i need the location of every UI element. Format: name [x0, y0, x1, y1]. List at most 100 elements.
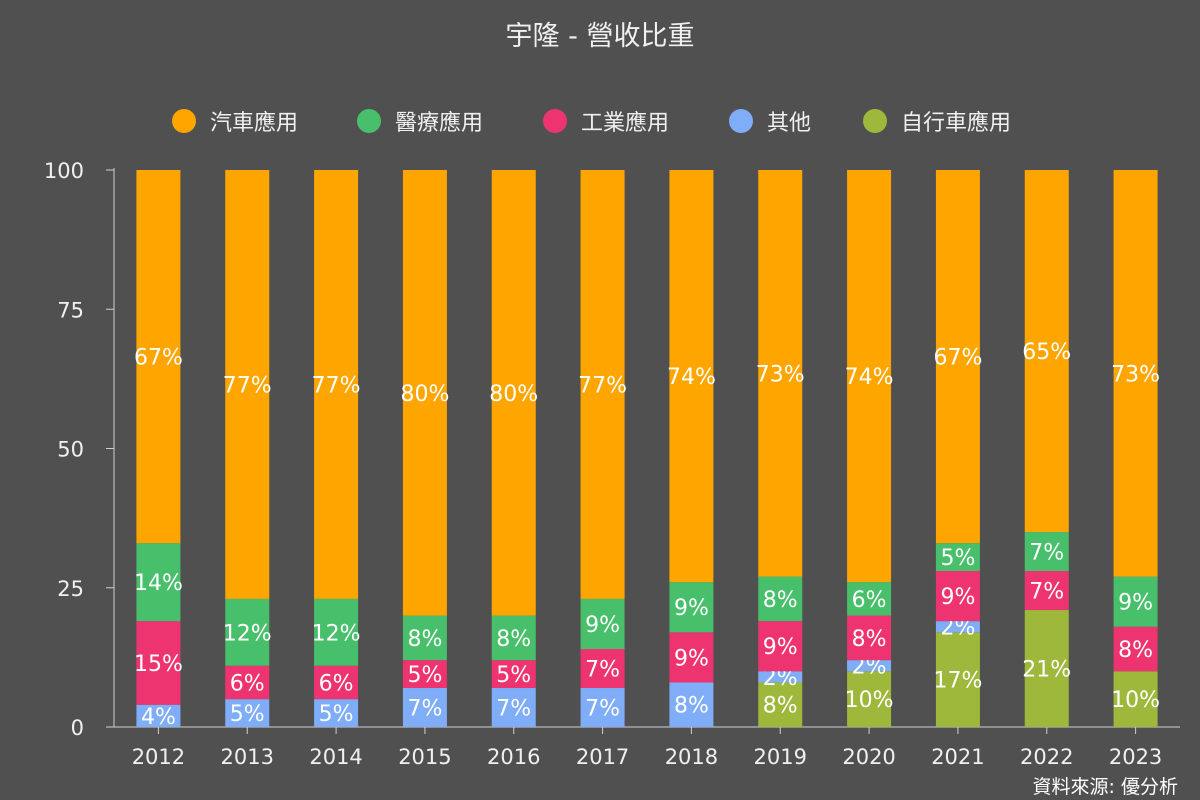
data-label-2015-2: 5%: [407, 663, 442, 688]
data-label-2016-4: 80%: [489, 382, 538, 407]
legend-label-other: 其他: [767, 111, 812, 136]
data-label-2013-3: 12%: [223, 621, 272, 646]
bar-segment-2012-2: [136, 621, 181, 705]
data-label-2019-0: 8%: [763, 694, 798, 719]
bar-segment-2022-4: [1024, 170, 1069, 533]
x-tick-label-2019: 2019: [754, 745, 807, 769]
bar-segment-2013-1: [225, 699, 270, 727]
bar-segment-2016-4: [491, 170, 536, 616]
bar-segment-2021-3: [935, 543, 980, 572]
bar-segment-2016-2: [491, 660, 536, 689]
bar-segment-2019-4: [758, 170, 803, 577]
x-tick-label-2012: 2012: [132, 745, 185, 769]
bar-segment-2020-2: [847, 615, 892, 661]
bar-segment-2015-4: [402, 170, 447, 616]
bar-segment-2021-0: [935, 632, 980, 727]
chart-legend: 汽車應用 醫療應用 工業應用 其他 自行車應用: [0, 104, 1200, 138]
data-label-2013-1: 5%: [230, 702, 265, 727]
bar-segment-2023-3: [1113, 576, 1158, 627]
bar-segment-2016-3: [491, 615, 536, 661]
legend-item-other[interactable]: 其他: [729, 104, 811, 138]
x-tick-label-2016: 2016: [487, 745, 540, 769]
bar-segment-2019-0: [758, 682, 803, 727]
bar-segment-2023-4: [1113, 170, 1158, 577]
x-tick-label-2022: 2022: [1020, 745, 1073, 769]
data-label-2017-1: 7%: [585, 697, 620, 722]
data-label-2015-4: 80%: [400, 382, 449, 407]
bar-segment-2019-2: [758, 621, 803, 672]
bar-segment-2017-4: [580, 170, 625, 599]
legend-item-medical[interactable]: 醫療應用: [357, 104, 483, 138]
legend-item-bicycle[interactable]: 自行車應用: [863, 104, 1011, 138]
bar-segment-2012-3: [136, 543, 181, 622]
x-tick-label-2013: 2013: [221, 745, 274, 769]
bar-segment-2020-3: [847, 582, 892, 616]
bar-segment-2023-2: [1113, 626, 1158, 672]
bar-segment-2020-4: [847, 170, 892, 583]
legend-swatch-industrial: [543, 109, 567, 133]
data-label-2014-2: 6%: [319, 671, 354, 696]
data-label-2016-3: 8%: [496, 627, 531, 652]
y-tick-label-50: 50: [57, 438, 84, 462]
data-label-2023-0: 10%: [1111, 688, 1160, 713]
bar-segment-2018-4: [669, 170, 714, 583]
y-tick-label-25: 25: [57, 577, 84, 601]
data-label-2020-2: 8%: [852, 627, 887, 652]
data-label-2016-2: 5%: [496, 663, 531, 688]
bar-segment-2019-3: [758, 576, 803, 622]
data-label-2021-2: 9%: [940, 585, 975, 610]
data-label-2018-2: 9%: [674, 646, 709, 671]
data-label-2017-4: 77%: [578, 373, 627, 398]
legend-label-bicycle: 自行車應用: [901, 111, 1012, 136]
data-label-2023-2: 8%: [1118, 638, 1153, 663]
legend-label-medical: 醫療應用: [395, 111, 484, 136]
x-tick-label-2020: 2020: [842, 745, 895, 769]
data-label-2012-3: 14%: [134, 571, 183, 596]
bar-segment-2021-1: [935, 621, 980, 633]
data-label-2022-2: 7%: [1029, 580, 1064, 605]
bar-segment-2020-1: [847, 660, 892, 672]
data-label-2023-4: 73%: [1111, 362, 1160, 387]
legend-label-industrial: 工業應用: [581, 111, 670, 136]
data-label-2013-4: 77%: [223, 373, 272, 398]
bar-segment-2018-3: [669, 582, 714, 633]
bar-segment-2014-1: [314, 699, 359, 727]
y-tick-label-0: 0: [71, 716, 84, 740]
x-tick-label-2021: 2021: [931, 745, 984, 769]
legend-label-auto: 汽車應用: [210, 111, 299, 136]
bar-segment-2013-4: [225, 170, 270, 599]
x-tick-label-2017: 2017: [576, 745, 629, 769]
bar-segment-2015-2: [402, 660, 447, 689]
bar-segment-2014-3: [314, 598, 359, 666]
data-label-2019-3: 8%: [763, 588, 798, 613]
bar-segment-2013-3: [225, 598, 270, 666]
legend-item-industrial[interactable]: 工業應用: [543, 104, 669, 138]
data-label-2021-4: 67%: [933, 346, 982, 371]
data-label-2015-3: 8%: [407, 627, 442, 652]
data-label-2023-3: 9%: [1118, 591, 1153, 616]
bar-segment-2014-2: [314, 665, 359, 700]
legend-swatch-auto: [172, 109, 196, 133]
data-label-2018-3: 9%: [674, 596, 709, 621]
data-label-2016-1: 7%: [496, 697, 531, 722]
legend-swatch-other: [729, 109, 753, 133]
data-label-2012-1: 4%: [141, 705, 176, 730]
x-tick-label-2018: 2018: [665, 745, 718, 769]
legend-swatch-bicycle: [863, 109, 887, 133]
bar-segment-2023-0: [1113, 671, 1158, 727]
data-label-2014-4: 77%: [312, 373, 361, 398]
data-label-2019-2: 9%: [763, 635, 798, 660]
x-tick-label-2015: 2015: [398, 745, 451, 769]
legend-item-auto[interactable]: 汽車應用: [172, 104, 298, 138]
data-label-2020-3: 6%: [852, 588, 887, 613]
data-label-2021-0: 17%: [933, 669, 982, 694]
bar-segment-2012-4: [136, 170, 181, 544]
data-label-2020-4: 74%: [845, 365, 894, 390]
data-label-2018-1: 8%: [674, 694, 709, 719]
y-tick-label-75: 75: [57, 298, 84, 322]
data-label-2020-0: 10%: [845, 688, 894, 713]
bar-segment-2020-0: [847, 671, 892, 727]
bar-segment-2017-2: [580, 649, 625, 689]
bar-segment-2022-2: [1024, 571, 1069, 611]
